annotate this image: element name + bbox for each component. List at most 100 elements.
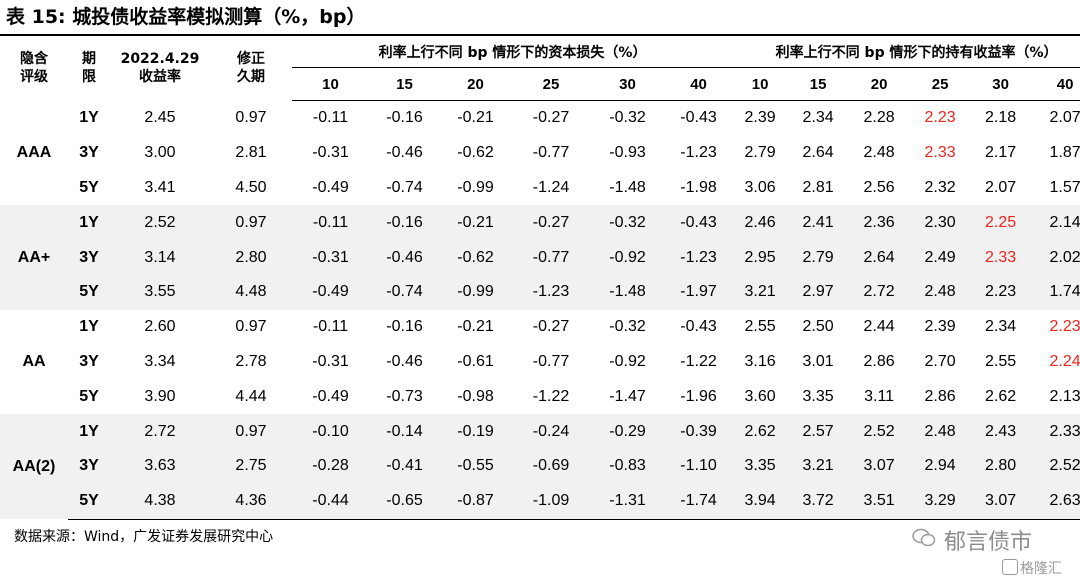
- capital-loss-cell: -0.11: [292, 205, 369, 241]
- capital-loss-cell: -0.62: [440, 240, 511, 275]
- holding-return-cell: 2.52: [849, 414, 910, 449]
- capital-loss-cell: -0.16: [386, 109, 423, 127]
- tenor-cell: 1Y: [79, 109, 99, 127]
- hold-bp-header: 20: [849, 67, 910, 101]
- capital-loss-cell: -1.23: [680, 144, 717, 162]
- duration-cell: 4.44: [235, 387, 267, 405]
- table-row: 3Y 3.14 2.80 -0.31 -0.46 -0.62 -0.77 -0.92 -1.23…: [0, 240, 1080, 275]
- capital-loss-cell: -0.41: [369, 448, 440, 484]
- table-row: AAA 1Y 2.45 0.97 -0.11 -0.16 -0.21 -0.27 -0.32 -0…: [0, 101, 1080, 161]
- table-row: 3Y 3.63 2.75 -0.28 -0.41 -0.55 -0.69 -0.83 -1.10…: [0, 448, 1080, 484]
- rating-cell: AA+: [0, 205, 68, 310]
- wechat-icon: [912, 528, 936, 547]
- capital-loss-cell: -0.27: [532, 109, 570, 127]
- holding-return-cell: 2.02: [1030, 240, 1080, 275]
- holding-return-cell: 2.25: [971, 205, 1031, 241]
- holding-return-cell: 2.64: [849, 240, 910, 275]
- brand-logo-icon: [1002, 559, 1018, 575]
- table-row: 5Y 3.90 4.44 -0.49 -0.73 -0.98 -1.22 -1.47 -1.96…: [0, 379, 1080, 414]
- holding-return-cell: 2.32: [924, 178, 956, 196]
- capital-loss-cell: -0.44: [292, 483, 369, 520]
- capital-loss-cell: -1.10: [664, 448, 734, 484]
- holding-return-cell: 2.39: [924, 318, 956, 336]
- source-note: 数据来源：Wind，广发证券发展研究中心: [14, 529, 274, 545]
- capital-loss-cell: -1.48: [609, 178, 646, 196]
- yield-cell: 3.41: [144, 178, 176, 196]
- capital-loss-cell: -0.65: [369, 483, 440, 520]
- holding-return-cell: 3.51: [849, 483, 910, 520]
- holding-return-cell: 2.86: [924, 387, 956, 405]
- holding-return-cell: 2.86: [863, 352, 895, 370]
- tenor-cell: 1Y: [68, 414, 110, 449]
- holding-return-cell: 2.56: [863, 178, 895, 196]
- table-row: AA+ 1Y 2.52 0.97 -0.11 -0.16 -0.21 -0.27 -0.32 -0…: [0, 205, 1080, 310]
- holding-return-cell: 2.48: [909, 274, 972, 310]
- holding-return-cell: 2.44: [863, 318, 895, 336]
- table-row: 5Y 3.55 4.48 -0.49 -0.74 -0.99 -1.23 -1.48 -1.97…: [0, 274, 1080, 310]
- watermark-text: 郁言债市: [944, 530, 1033, 555]
- capital-loss-cell: -0.19: [440, 414, 511, 449]
- holding-return-cell: 2.50: [802, 318, 834, 336]
- yield-cell: 2.60: [144, 318, 176, 336]
- capital-loss-cell: -0.83: [591, 448, 664, 484]
- table-title: 表 15: 城投债收益率模拟测算（%，bp）: [6, 6, 366, 28]
- capital-loss-cell: -1.23: [664, 240, 734, 275]
- duration-cell: 2.80: [210, 240, 292, 275]
- tenor-cell: 5Y: [68, 274, 110, 310]
- holding-return-cell: 2.39: [744, 109, 776, 127]
- capital-loss-cell: -0.16: [369, 205, 440, 241]
- holding-return-cell: 2.23: [1049, 318, 1080, 336]
- capital-loss-cell: -1.24: [532, 178, 570, 196]
- holding-return-cell: 2.70: [924, 352, 956, 370]
- holding-return-cell: 3.72: [787, 483, 850, 520]
- duration-cell: 2.81: [235, 144, 267, 162]
- capital-loss-cell: -0.32: [591, 205, 664, 241]
- holding-return-cell: 2.94: [909, 448, 972, 484]
- tenor-cell: 3Y: [68, 240, 110, 275]
- table-row: AA 1Y 2.60 0.97 -0.11 -0.16 -0.21 -0.27 -0.32 -0.…: [0, 310, 1080, 370]
- holding-return-cell: 3.94: [733, 483, 788, 520]
- capital-loss-cell: -0.16: [386, 318, 423, 336]
- tenor-cell: 5Y: [68, 483, 110, 520]
- holding-return-cell: 3.60: [744, 387, 776, 405]
- yield-cell: 3.55: [110, 274, 210, 310]
- capital-loss-cell: -0.49: [312, 178, 349, 196]
- holding-return-cell: 3.21: [733, 274, 788, 310]
- capital-loss-cell: -1.23: [511, 274, 591, 310]
- capital-loss-cell: -0.43: [664, 205, 734, 241]
- capital-loss-cell: -0.31: [312, 352, 349, 370]
- yield-cell: 2.72: [110, 414, 210, 449]
- capital-loss-cell: -0.10: [292, 414, 369, 449]
- yield-cell: 3.00: [144, 144, 176, 162]
- capital-loss-cell: -0.39: [664, 414, 734, 449]
- tenor-cell: 3Y: [68, 448, 110, 484]
- tenor-cell: 3Y: [79, 144, 99, 162]
- capital-loss-cell: -0.69: [511, 448, 591, 484]
- title-rule: [0, 34, 1080, 36]
- loss-bp-header: 15: [369, 67, 440, 101]
- tenor-cell: 1Y: [79, 318, 99, 336]
- capital-loss-cell: -0.27: [511, 205, 591, 241]
- capital-loss-cell: -0.31: [292, 240, 369, 275]
- duration-cell: 0.97: [235, 109, 267, 127]
- capital-loss-cell: -0.93: [609, 144, 646, 162]
- loss-bp-header: 10: [292, 67, 369, 101]
- tenor-cell: 5Y: [79, 387, 99, 405]
- tenor-cell: 1Y: [68, 205, 110, 241]
- holding-return-cell: 2.07: [1049, 109, 1080, 127]
- capital-loss-cell: -0.92: [609, 352, 646, 370]
- capital-loss-cell: -0.28: [292, 448, 369, 484]
- holding-return-cell: 2.62: [733, 414, 788, 449]
- hold-bp-header: 40: [1030, 67, 1080, 101]
- capital-loss-cell: -1.47: [609, 387, 646, 405]
- holding-return-cell: 2.62: [985, 387, 1017, 405]
- yield-cell: 2.52: [110, 205, 210, 241]
- duration-cell: 0.97: [210, 414, 292, 449]
- duration-cell: 0.97: [235, 318, 267, 336]
- capital-loss-cell: -1.98: [680, 178, 717, 196]
- holding-return-cell: 2.63: [1030, 483, 1080, 520]
- capital-loss-cell: -0.31: [312, 144, 349, 162]
- header-capital-loss: 利率上行不同 bp 情形下的资本损失（%）: [292, 36, 734, 68]
- holding-return-cell: 2.97: [787, 274, 850, 310]
- holding-return-cell: 3.21: [787, 448, 850, 484]
